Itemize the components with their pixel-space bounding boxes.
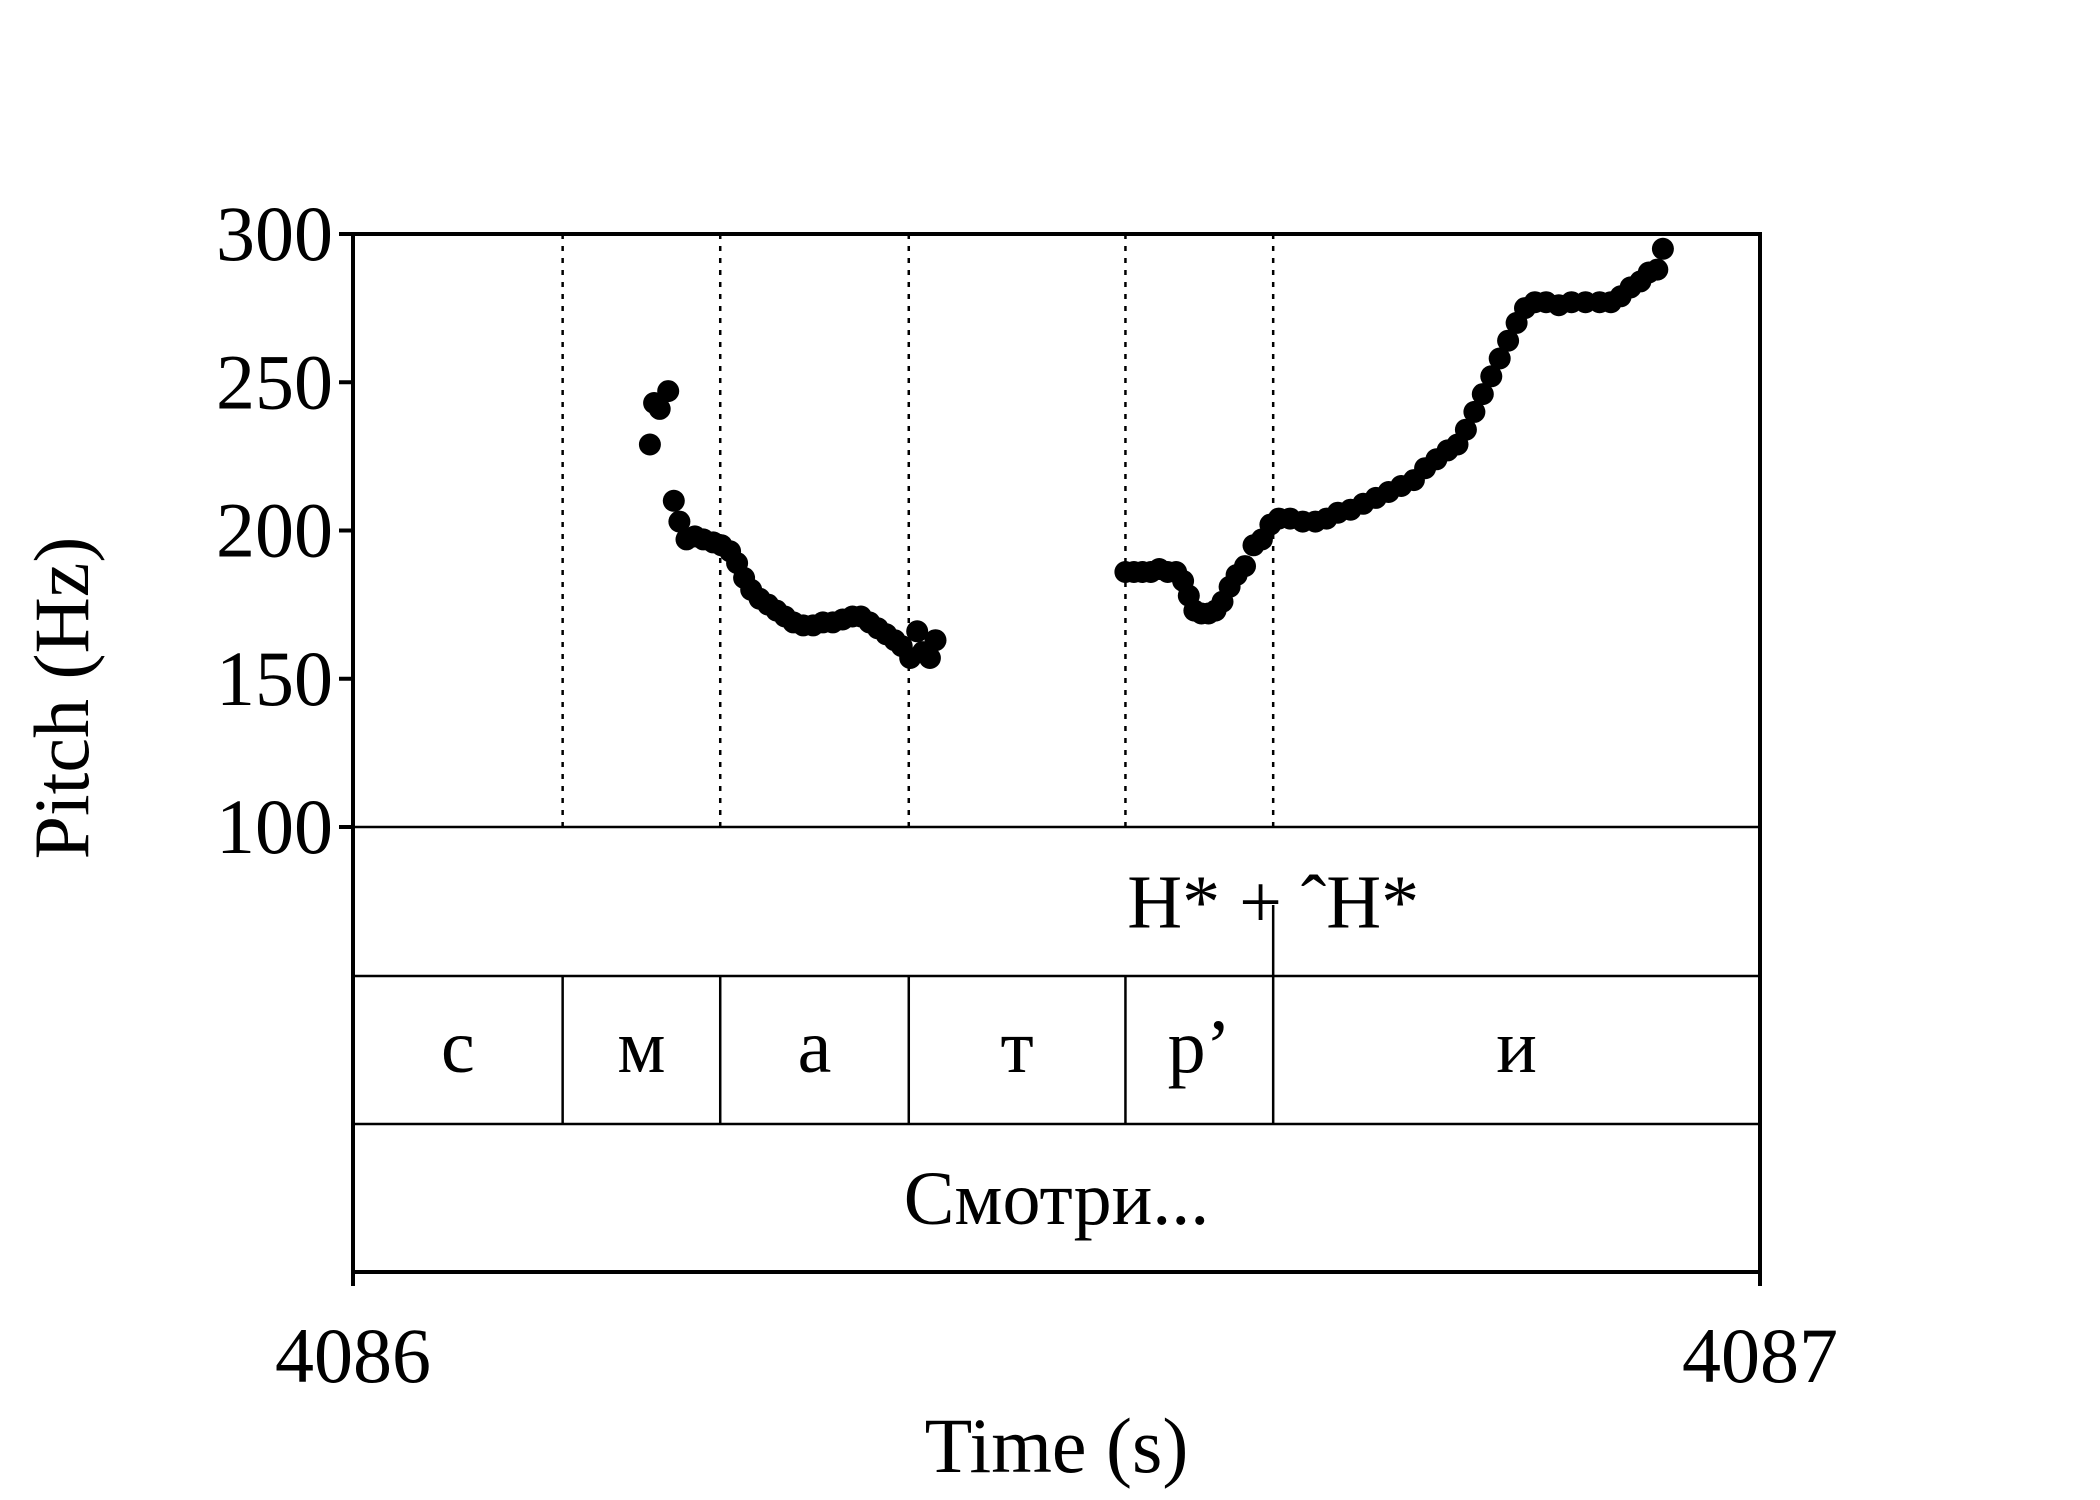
phone-label-0: с (441, 1005, 475, 1089)
pitch-point-36 (924, 629, 947, 652)
pitch-point-75 (1471, 383, 1494, 406)
pitch-point-53 (1234, 555, 1256, 578)
tier-labels: H* + ˆH* с м а т р’ и Смотри... (441, 861, 1537, 1242)
phone-label-4: р’ (1168, 1005, 1231, 1089)
plot-frame (351, 232, 1762, 1274)
pitch-point-93 (1651, 237, 1674, 260)
phone-label-2: а (798, 1005, 832, 1089)
axis-ticks: 100 150 200 250 300 4086 4087 (216, 190, 1838, 1399)
pitch-point-76 (1480, 365, 1503, 388)
word-label: Смотри... (904, 1157, 1210, 1241)
pitch-point-77 (1488, 347, 1511, 370)
pitch-point-4 (662, 489, 685, 512)
x-tick-label-1: 4087 (1682, 1312, 1838, 1399)
pitch-point-92 (1646, 258, 1669, 281)
pitch-point-73 (1454, 418, 1477, 441)
pitch-point-78 (1497, 329, 1520, 352)
phone-label-3: т (1000, 1005, 1033, 1089)
x-tick-label-0: 4086 (275, 1312, 431, 1399)
pitch-point-2 (648, 397, 671, 420)
y-tick-label-0: 100 (216, 783, 333, 870)
boundary-lines (561, 234, 1275, 1124)
phone-label-5: и (1496, 1005, 1537, 1089)
tone-label: H* + ˆH* (1127, 861, 1419, 945)
pitch-point-0 (638, 433, 661, 456)
y-tick-label-4: 300 (216, 190, 333, 277)
pitch-point-35 (918, 647, 941, 669)
pitch-point-74 (1463, 400, 1486, 423)
pitch-point-3 (657, 380, 680, 403)
tier-rules (353, 825, 1760, 1126)
y-axis-title: Pitch (Hz) (18, 537, 105, 860)
x-axis-title: Time (s) (925, 1402, 1189, 1489)
y-tick-label-3: 250 (216, 338, 333, 425)
y-tick-label-2: 200 (216, 487, 333, 574)
phone-label-1: м (617, 1005, 665, 1089)
pitch-point-5 (668, 510, 691, 533)
pitch-point-33 (906, 620, 929, 643)
pitch-points (638, 237, 1674, 669)
y-tick-label-1: 150 (216, 635, 333, 722)
